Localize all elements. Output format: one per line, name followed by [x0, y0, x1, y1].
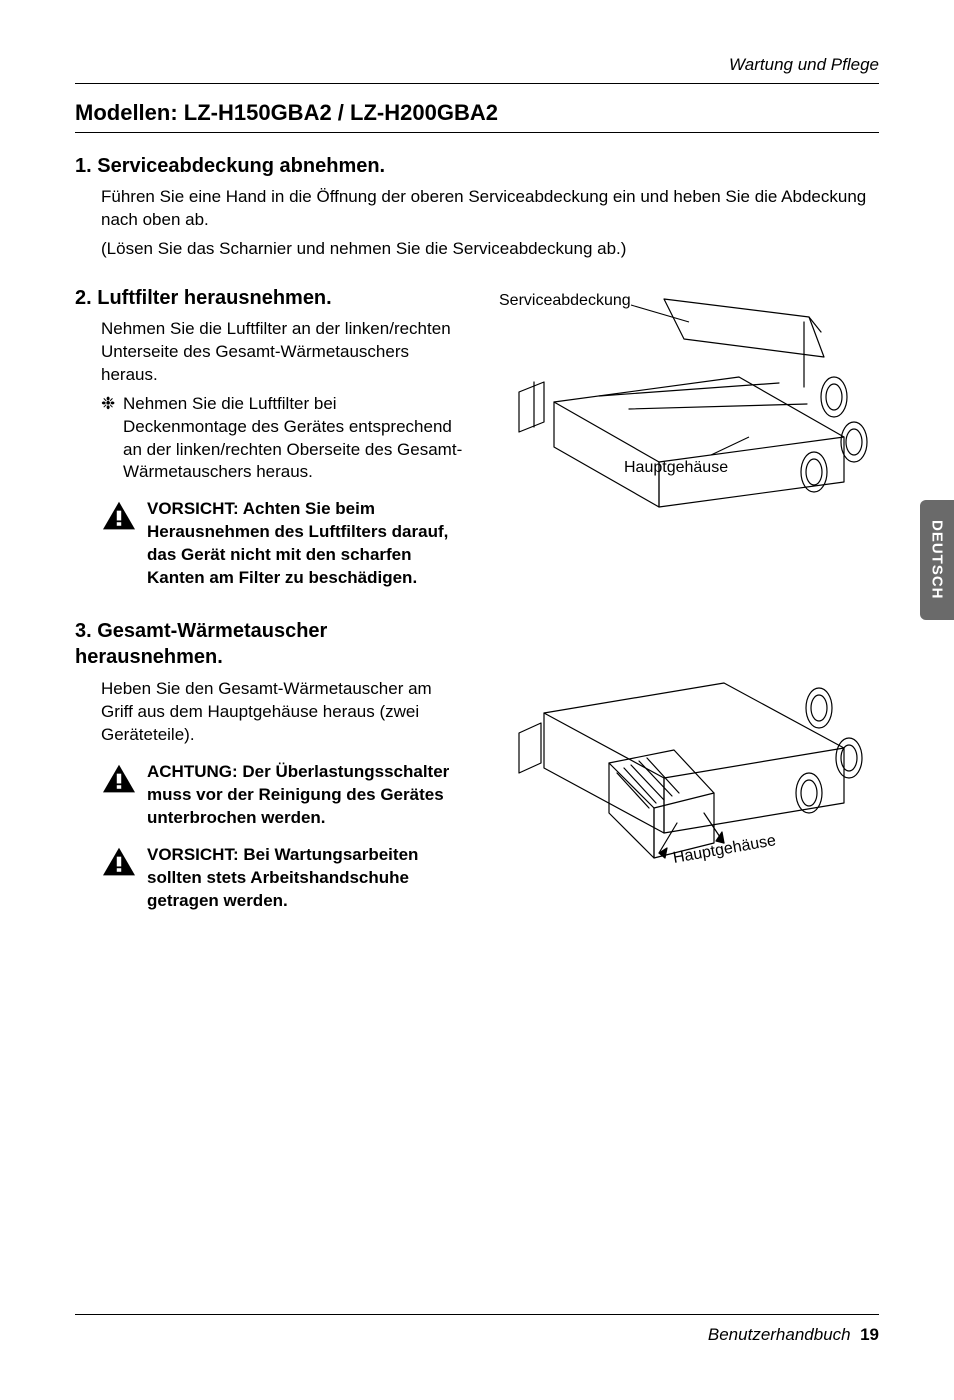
- fig1-label-body: Hauptgehäuse: [624, 459, 728, 476]
- page-number: 19: [860, 1325, 879, 1344]
- step3-heading: 3. Gesamt-Wärmetauscher herausnehmen.: [75, 618, 465, 670]
- step1-body-2: (Lösen Sie das Scharnier und nehmen Sie …: [101, 238, 879, 261]
- warning-icon: [101, 500, 137, 537]
- fig2-label-body: Hauptgehäuse: [672, 832, 778, 867]
- section-title: Modellen: LZ-H150GBA2 / LZ-H200GBA2: [75, 100, 879, 126]
- step3-warn2-text: VORSICHT: Bei Wartungsarbeiten sollten s…: [147, 844, 465, 913]
- step3-body-1: Heben Sie den Gesamt-Wärmetauscher am Gr…: [101, 678, 465, 747]
- warning-icon: [101, 763, 137, 800]
- step2-bullet-text: Nehmen Sie die Luftfilter bei Deckenmont…: [123, 394, 462, 482]
- divider-top: [75, 83, 879, 84]
- step1-body-1: Führen Sie eine Hand in die Öffnung der …: [101, 186, 879, 232]
- step1-heading: 1. Serviceabdeckung abnehmen.: [75, 155, 879, 178]
- step3-warn1-text: ACHTUNG: Der Überlastungsschalter muss v…: [147, 761, 465, 830]
- step2-body-1: Nehmen Sie die Luftfilter an der linken/…: [101, 318, 465, 387]
- step2-warn-text: VORSICHT: Achten Sie beim Herausnehmen d…: [147, 498, 465, 590]
- footer: Benutzerhandbuch 19: [75, 1314, 879, 1345]
- figure-heat-exchanger: Hauptgehäuse: [489, 618, 879, 878]
- footer-text: Benutzerhandbuch: [708, 1325, 851, 1344]
- step2-heading: 2. Luftfilter herausnehmen.: [75, 287, 465, 310]
- divider-section: [75, 132, 879, 133]
- warning-icon: [101, 846, 137, 883]
- snowflake-icon: ❉: [101, 393, 115, 416]
- step2-bullet: ❉ Nehmen Sie die Luftfilter bei Deckenmo…: [101, 393, 465, 485]
- figure-service-cover: Serviceabdeckung Hauptgehäuse: [489, 287, 879, 517]
- language-tab-label: DEUTSCH: [929, 520, 946, 600]
- language-tab: DEUTSCH: [920, 500, 954, 620]
- running-head: Wartung und Pflege: [75, 55, 879, 75]
- fig1-label-cover: Serviceabdeckung: [499, 292, 631, 309]
